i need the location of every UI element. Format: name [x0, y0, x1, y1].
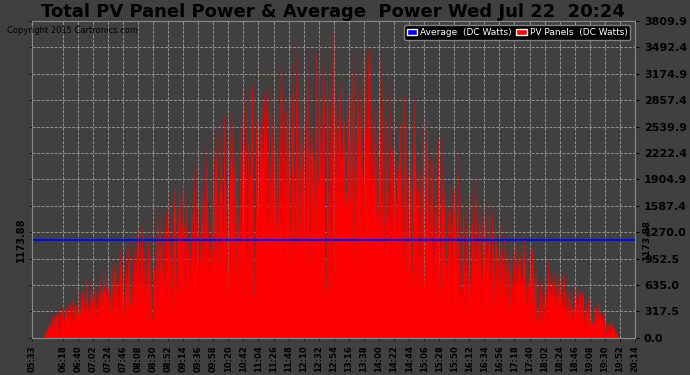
Text: 1173.88: 1173.88: [642, 220, 651, 261]
Text: Copyright 2015 Cartronics.com: Copyright 2015 Cartronics.com: [7, 26, 138, 35]
Text: 1173.88: 1173.88: [16, 218, 26, 262]
Title: Total PV Panel Power & Average  Power Wed Jul 22  20:24: Total PV Panel Power & Average Power Wed…: [41, 3, 625, 21]
Legend: Average  (DC Watts), PV Panels  (DC Watts): Average (DC Watts), PV Panels (DC Watts): [404, 26, 631, 40]
